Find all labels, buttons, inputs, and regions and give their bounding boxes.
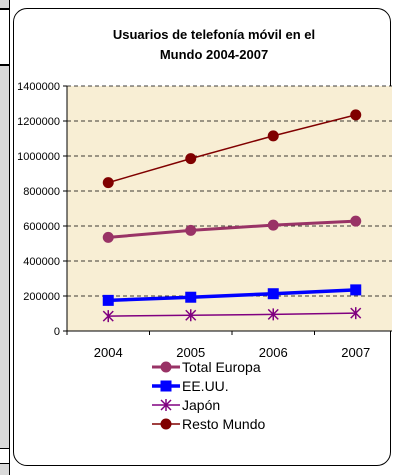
legend-entry: Total Europa	[152, 359, 261, 375]
left-edge-strip	[0, 0, 10, 475]
data-point	[350, 307, 362, 320]
y-tick-label: 1200000	[17, 116, 60, 128]
legend-marker	[160, 418, 172, 430]
y-tick-label: 400000	[23, 256, 60, 268]
series-jap-n	[102, 307, 362, 323]
series-ee-uu-	[102, 284, 362, 306]
series-line	[108, 288, 356, 303]
line-chart: Usuarios de telefonía móvil en el Mundo …	[17, 27, 392, 432]
data-point	[267, 130, 279, 142]
chart-frame: Usuarios de telefonía móvil en el Mundo …	[13, 8, 392, 466]
x-tick-label: 2004	[94, 345, 123, 360]
x-tick-label: 2006	[259, 345, 288, 360]
data-point	[102, 177, 114, 189]
legend-entry: Japón	[152, 397, 220, 413]
legend-entry: EE.UU.	[152, 378, 229, 394]
legend-label: Resto Mundo	[182, 416, 265, 432]
x-tick-label: 2005	[176, 345, 205, 360]
data-point	[185, 153, 197, 165]
y-tick-label: 600000	[23, 221, 60, 233]
series-total-europa	[102, 215, 362, 243]
series-line	[108, 219, 356, 239]
data-point	[267, 288, 279, 300]
data-point	[350, 109, 362, 121]
y-tick-label: 200000	[23, 291, 60, 303]
y-tick-label: 1400000	[17, 81, 60, 93]
legend-marker	[160, 361, 172, 373]
series-line	[108, 312, 356, 317]
data-point	[350, 284, 362, 296]
legend-marker	[160, 380, 172, 392]
left-edge-bottom-box	[0, 448, 9, 464]
data-point	[102, 231, 114, 243]
data-point	[267, 308, 279, 321]
data-point	[185, 309, 197, 322]
chart-title-line-1: Usuarios de telefonía móvil en el	[113, 27, 315, 42]
y-tick-label: 800000	[23, 186, 60, 198]
data-point	[185, 291, 197, 303]
legend-entry: Resto Mundo	[152, 416, 265, 432]
chart-title-line-2: Mundo 2004-2007	[160, 47, 268, 62]
data-point	[350, 215, 362, 227]
left-edge-top-box	[0, 8, 9, 66]
data-point	[102, 310, 114, 323]
x-tick-label: 2007	[341, 345, 370, 360]
data-point	[102, 294, 114, 306]
data-point	[267, 219, 279, 231]
data-point	[185, 224, 197, 236]
legend-label: Total Europa	[182, 359, 261, 375]
legend-marker	[160, 399, 172, 411]
y-tick-label: 1000000	[17, 151, 60, 163]
series-resto-mundo	[102, 109, 362, 189]
legend-label: EE.UU.	[182, 378, 229, 394]
series-line	[108, 114, 356, 184]
legend-label: Japón	[182, 397, 220, 413]
y-tick-label: 0	[54, 326, 60, 338]
